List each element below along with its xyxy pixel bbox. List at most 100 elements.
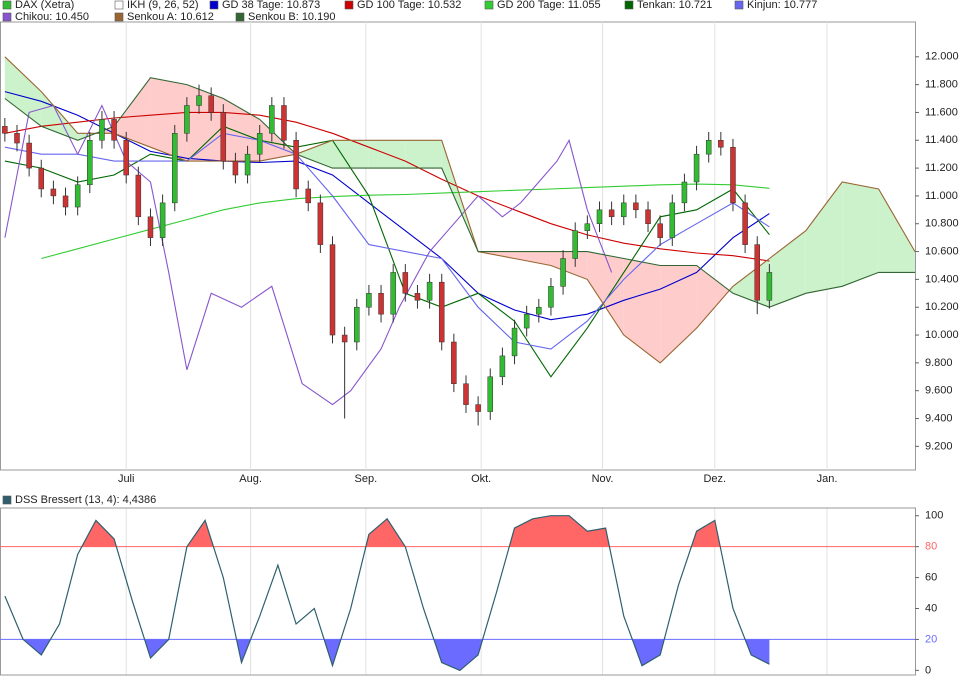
- legend-label: Senkou B: 10.190: [248, 11, 335, 23]
- cloud-segment: [4, 56, 42, 127]
- candle-body: [171, 133, 178, 204]
- candle-body: [50, 188, 57, 197]
- cloud-segment: [623, 258, 661, 363]
- legend-swatch: [114, 12, 124, 22]
- legend-swatch: [209, 0, 219, 10]
- candle-body: [341, 334, 348, 343]
- indicator-line: [4, 77, 915, 308]
- legend-label: GD 38 Tage: 10.873: [222, 0, 320, 11]
- candle-body: [232, 160, 239, 176]
- y-tick-label: 10.400: [925, 273, 959, 285]
- indicator-line: [4, 104, 613, 406]
- y-tick-label: 11.800: [925, 79, 958, 91]
- candle-body: [414, 293, 421, 301]
- candle-body: [220, 112, 227, 162]
- cloud-segment: [514, 251, 551, 266]
- candle-body: [548, 286, 554, 308]
- indicator-line: [4, 56, 916, 364]
- candle-body: [366, 293, 372, 308]
- candle-body: [596, 209, 603, 224]
- candle-body: [378, 293, 384, 315]
- x-tick-label: Dez.: [703, 473, 726, 485]
- candle-body: [2, 126, 8, 134]
- candle-body: [499, 355, 506, 378]
- candle-body: [657, 223, 663, 238]
- x-tick-label: Okt.: [471, 473, 491, 485]
- candle-body: [99, 119, 105, 141]
- cloud-segment: [114, 77, 151, 148]
- x-tick-label: Jan.: [817, 473, 838, 485]
- candle-body: [693, 153, 700, 183]
- y-tick-label: 11.400: [925, 134, 958, 146]
- cloud-segment: [405, 140, 442, 169]
- candle-body: [451, 341, 457, 384]
- legend-swatch: [484, 0, 494, 10]
- legend-swatch: [344, 0, 354, 10]
- legend-label: IKH (9, 26, 52): [127, 0, 199, 11]
- x-tick-label: Sep.: [355, 473, 378, 485]
- candle-body: [730, 146, 736, 204]
- candle-body: [742, 202, 748, 245]
- candle-body: [147, 216, 154, 238]
- legend-swatch: [734, 0, 744, 10]
- cloud-segment: [186, 84, 224, 162]
- y-tick-label: 9.400: [925, 412, 953, 424]
- candle-body: [159, 202, 166, 238]
- y-tick-label: 40: [925, 602, 937, 614]
- candle-body: [536, 306, 542, 315]
- cloud-segment: [878, 188, 915, 273]
- legend-label: DAX (Xetra): [15, 0, 74, 11]
- y-tick-label: 11.200: [925, 162, 958, 174]
- candle-body: [705, 140, 712, 155]
- legend-label: Chikou: 10.450: [15, 11, 89, 23]
- cloud-segment: [332, 140, 369, 169]
- candle-body: [633, 202, 639, 211]
- cloud-segment: [150, 77, 187, 162]
- candle-body: [317, 202, 324, 245]
- candle-body: [487, 376, 494, 412]
- candle-body: [354, 306, 360, 343]
- candle-body: [305, 188, 311, 204]
- legend-swatch: [2, 0, 12, 10]
- candle-body: [184, 105, 190, 134]
- y-tick-label: 11.000: [925, 190, 958, 202]
- candle-body: [669, 202, 676, 238]
- x-tick-label: Aug.: [239, 473, 262, 485]
- candle-body: [293, 140, 299, 190]
- legend-swatch: [2, 12, 12, 22]
- overbought-fill: [81, 515, 721, 547]
- candle-body: [62, 195, 69, 208]
- candle-body: [438, 281, 445, 343]
- candle-body: [87, 140, 93, 186]
- legend-label: GD 200 Tage: 11.055: [497, 0, 601, 11]
- candle-body: [463, 383, 469, 405]
- legend-label: Tenkan: 10.721: [637, 0, 712, 11]
- legend-label: Senkou A: 10.612: [127, 11, 214, 23]
- indicator-line: [4, 125, 770, 378]
- candle-body: [390, 272, 396, 315]
- candle-body: [426, 281, 433, 301]
- cloud-segment: [660, 265, 697, 363]
- candle-body: [269, 105, 275, 134]
- cloud-segment: [842, 182, 879, 287]
- y-tick-label: 9.600: [925, 385, 953, 397]
- indicator-line: [4, 91, 770, 321]
- candle-body: [208, 95, 214, 113]
- candle-body: [329, 244, 336, 336]
- candle-body: [111, 119, 117, 141]
- y-tick-label: 10.600: [925, 245, 959, 257]
- y-tick-label: 60: [925, 571, 937, 583]
- candle-body: [281, 105, 287, 141]
- cloud-segment: [805, 182, 843, 294]
- y-tick-label: 11.600: [925, 106, 958, 118]
- legend-swatch: [114, 0, 124, 10]
- candle-body: [511, 327, 518, 357]
- candle-body: [196, 95, 202, 106]
- cloud-segment: [587, 251, 624, 336]
- candle-body: [74, 184, 81, 208]
- candle-body: [523, 313, 530, 329]
- plot-frame: [0, 21, 916, 471]
- legend-swatch: [2, 495, 12, 505]
- legend-label: GD 100 Tage: 10.532: [357, 0, 461, 11]
- plot-frame: [0, 507, 916, 676]
